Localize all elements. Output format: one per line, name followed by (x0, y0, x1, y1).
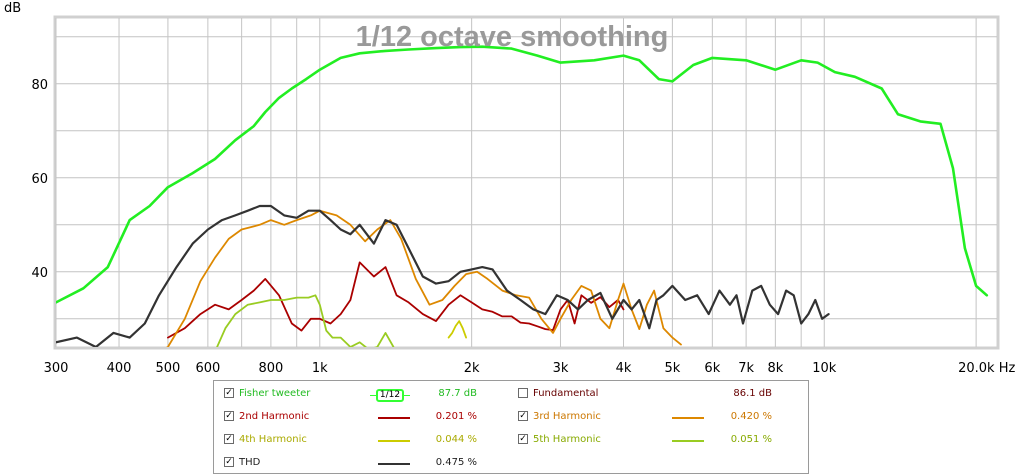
grid (55, 18, 997, 347)
4th-harmonic-label: 4th Harmonic (239, 434, 307, 445)
series-line-2nd-harmonic (167, 261, 625, 339)
5th-harmonic-value: 0.051 % (730, 434, 772, 445)
x-tick-label: 1k (312, 361, 328, 376)
series-line-fisher-tweeter (56, 45, 989, 304)
chart: 1/12 octave smoothing dB 40 60 80 300 400 50… (4, 1, 1016, 376)
x-tick-label: 10k (812, 361, 837, 376)
x-tick-label: 800 (258, 361, 283, 376)
fundamental-checkbox[interactable] (518, 388, 528, 398)
thd-swatch (378, 463, 410, 465)
x-tick-label: 5k (664, 361, 680, 376)
thd-label: THD (239, 457, 261, 468)
fisher-label: Fisher tweeter (239, 388, 311, 399)
fisher-value: 87.7 dB (438, 388, 477, 399)
series-line-3rd-harmonic (165, 209, 682, 347)
thd-checkbox[interactable]: ✓ (224, 457, 234, 467)
legend-row-thd: ✓ THD 0.475 % (214, 456, 808, 474)
series-layer (56, 45, 989, 347)
thd-value: 0.475 % (435, 457, 477, 468)
series-line-4th-harmonic (447, 320, 467, 339)
x-tick-label: 4k (616, 361, 632, 376)
2nd-harmonic-value: 0.201 % (435, 411, 477, 422)
chart-title: 1/12 octave smoothing (356, 21, 669, 53)
plot-frame (53, 15, 1000, 350)
4th-harmonic-value: 0.044 % (435, 434, 477, 445)
3rd-harmonic-swatch (672, 417, 704, 419)
2nd-harmonic-label: 2nd Harmonic (239, 411, 310, 422)
x-tick-label: 300 (44, 361, 69, 376)
4th-harmonic-swatch (378, 440, 410, 442)
y-axis-ticks: 40 60 80 (31, 78, 48, 281)
4th-harmonic-checkbox[interactable]: ✓ (224, 434, 234, 444)
legend-row-4th-5th: ✓ 4th Harmonic 0.044 % ✓ 5th Harmonic 0.… (214, 433, 808, 451)
x-axis-ticks: 300 400 500 600 800 1k 2k 3k 4k 5k 6k 7k 8k 10k 20.0k … (44, 361, 1016, 376)
fundamental-label: Fundamental (533, 388, 599, 399)
series-line-thd (56, 204, 830, 347)
x-tick-label: 500 (156, 361, 181, 376)
y-tick-label: 40 (31, 266, 48, 281)
x-tick-label: 7k (738, 361, 754, 376)
y-axis-label: dB (4, 1, 21, 16)
x-tick-label: 2k (464, 361, 480, 376)
fundamental-value: 86.1 dB (733, 388, 772, 399)
series-line-5th-harmonic (216, 294, 395, 347)
5th-harmonic-label: 5th Harmonic (533, 434, 601, 445)
2nd-harmonic-swatch (378, 417, 410, 419)
legend-panel: ✓ Fisher tweeter 1/12 87.7 dB Fundamenta… (213, 380, 809, 474)
y-tick-label: 80 (31, 78, 48, 93)
2nd-harmonic-checkbox[interactable]: ✓ (224, 411, 234, 421)
x-tick-label: 8k (767, 361, 783, 376)
x-tick-label: 600 (195, 361, 220, 376)
3rd-harmonic-label: 3rd Harmonic (533, 411, 601, 422)
smoothing-button[interactable]: 1/12 (370, 389, 410, 402)
x-tick-label: 400 (107, 361, 132, 376)
legend-row-2nd-3rd: ✓ 2nd Harmonic 0.201 % ✓ 3rd Harmonic 0.… (214, 410, 808, 428)
x-tick-label: 6k (704, 361, 720, 376)
y-tick-label: 60 (31, 172, 48, 187)
3rd-harmonic-checkbox[interactable]: ✓ (518, 411, 528, 421)
x-tick-label: 20.0k Hz (958, 361, 1015, 376)
x-tick-label: 3k (553, 361, 569, 376)
5th-harmonic-checkbox[interactable]: ✓ (518, 434, 528, 444)
legend-row-fisher: ✓ Fisher tweeter 1/12 87.7 dB Fundamenta… (214, 387, 808, 405)
5th-harmonic-swatch (672, 440, 704, 442)
fisher-checkbox[interactable]: ✓ (224, 388, 234, 398)
3rd-harmonic-value: 0.420 % (730, 411, 772, 422)
